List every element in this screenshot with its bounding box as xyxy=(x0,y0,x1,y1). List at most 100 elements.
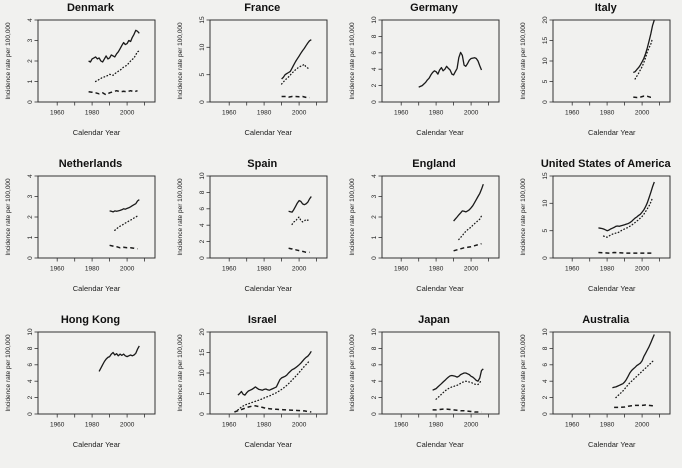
svg-text:5: 5 xyxy=(542,79,549,83)
chart-title: Germany xyxy=(410,2,458,14)
subplot-spain: Spain Incidence rate per 100,000 0 2 4 6 8 10… xyxy=(172,156,344,312)
subplot-netherlands: Netherlands Incidence rate per 100,000 0… xyxy=(0,156,172,312)
svg-text:20: 20 xyxy=(542,16,549,24)
plot-area: 0 2 4 6 8 10 1960 1980 2000 xyxy=(371,16,499,117)
svg-text:1980: 1980 xyxy=(257,266,272,273)
x-axis-label: Calendar Year xyxy=(416,128,464,137)
svg-text:2000: 2000 xyxy=(120,422,135,429)
svg-text:2: 2 xyxy=(371,83,378,87)
svg-text:10: 10 xyxy=(199,369,206,377)
svg-text:2000: 2000 xyxy=(120,266,135,273)
svg-text:0: 0 xyxy=(27,412,34,416)
svg-text:2: 2 xyxy=(542,395,549,399)
svg-text:1980: 1980 xyxy=(257,422,272,429)
svg-text:8: 8 xyxy=(542,346,549,350)
svg-text:2: 2 xyxy=(371,395,378,399)
chart-title: Netherlands xyxy=(58,158,123,170)
svg-text:1: 1 xyxy=(27,79,34,83)
svg-text:5: 5 xyxy=(542,229,549,233)
svg-text:10: 10 xyxy=(199,43,206,51)
svg-text:2000: 2000 xyxy=(635,110,650,117)
chart-title: Denmark xyxy=(66,2,115,14)
x-axis-label: Calendar Year xyxy=(244,128,293,137)
svg-text:8: 8 xyxy=(371,346,378,350)
chart-title: Italy xyxy=(594,2,617,14)
svg-text:2: 2 xyxy=(199,239,206,243)
svg-text:1980: 1980 xyxy=(600,422,615,429)
svg-text:4: 4 xyxy=(542,379,549,383)
svg-text:0: 0 xyxy=(199,100,206,104)
svg-text:1960: 1960 xyxy=(565,422,580,429)
plot-area: 0 5 10 15 1960 1980 2000 xyxy=(542,172,671,273)
page-edge xyxy=(682,0,687,468)
svg-text:1960: 1960 xyxy=(50,422,65,429)
svg-text:3: 3 xyxy=(27,38,34,42)
subplot-france: France Incidence rate per 100,000 0 5 10 15… xyxy=(172,0,344,156)
svg-text:1980: 1980 xyxy=(85,110,100,117)
svg-text:1960: 1960 xyxy=(50,110,65,117)
plot-area: 0 5 10 15 20 1960 1980 2000 xyxy=(199,328,328,429)
svg-text:15: 15 xyxy=(199,349,206,357)
svg-text:1980: 1980 xyxy=(85,266,100,273)
svg-text:0: 0 xyxy=(27,100,34,104)
svg-text:1980: 1980 xyxy=(257,110,272,117)
svg-text:8: 8 xyxy=(199,190,206,194)
plot-area: 0 2 4 6 8 10 1960 1980 2000 xyxy=(199,172,328,273)
svg-text:4: 4 xyxy=(371,174,378,178)
svg-text:4: 4 xyxy=(371,67,378,71)
svg-text:1980: 1980 xyxy=(600,266,615,273)
plot-area: 0 2 4 6 8 10 1960 1980 2000 xyxy=(542,328,671,429)
svg-text:2000: 2000 xyxy=(292,110,307,117)
chart-title: Japan xyxy=(418,314,450,326)
chart-title: Australia xyxy=(582,314,630,326)
svg-text:0: 0 xyxy=(199,256,206,260)
svg-text:5: 5 xyxy=(199,391,206,395)
svg-text:0: 0 xyxy=(199,412,206,416)
svg-text:3: 3 xyxy=(371,194,378,198)
svg-text:1960: 1960 xyxy=(222,422,237,429)
svg-text:2000: 2000 xyxy=(635,266,650,273)
svg-text:0: 0 xyxy=(371,256,378,260)
chart-title: Hong Kong xyxy=(60,314,121,326)
svg-text:1960: 1960 xyxy=(393,422,408,429)
svg-text:15: 15 xyxy=(542,37,549,45)
svg-text:1980: 1980 xyxy=(85,422,100,429)
svg-text:0: 0 xyxy=(371,100,378,104)
svg-text:0: 0 xyxy=(371,412,378,416)
chart-title: France xyxy=(244,2,281,14)
plot-area: 0 2 4 6 8 10 1960 1980 2000 xyxy=(371,328,499,429)
subplot-israel: Israel Incidence rate per 100,000 0 5 10 15… xyxy=(172,312,344,468)
plot-area: 0 1 2 3 4 1960 1980 2000 xyxy=(371,174,499,273)
svg-text:2000: 2000 xyxy=(292,266,307,273)
svg-text:2000: 2000 xyxy=(635,422,650,429)
subplot-japan: Japan Incidence rate per 100,000 0 2 4 6 8 10… xyxy=(344,312,516,468)
x-axis-label: Calendar Year xyxy=(244,284,293,293)
subplot-united-states-of-america: United States of America Incidence rate … xyxy=(515,156,687,312)
svg-text:1960: 1960 xyxy=(50,266,65,273)
svg-text:10: 10 xyxy=(371,16,378,24)
svg-text:3: 3 xyxy=(27,194,34,198)
x-axis-label: Calendar Year xyxy=(72,128,121,137)
svg-text:10: 10 xyxy=(542,199,549,207)
svg-text:1960: 1960 xyxy=(222,266,237,273)
svg-text:1980: 1980 xyxy=(600,110,615,117)
x-axis-label: Calendar Year xyxy=(72,284,121,293)
svg-text:20: 20 xyxy=(199,328,206,336)
svg-text:2000: 2000 xyxy=(463,266,478,273)
svg-text:10: 10 xyxy=(199,172,206,180)
svg-text:2: 2 xyxy=(371,215,378,219)
svg-text:1: 1 xyxy=(27,235,34,239)
svg-text:1960: 1960 xyxy=(393,110,408,117)
svg-text:10: 10 xyxy=(542,328,549,336)
x-axis-label: Calendar Year xyxy=(587,440,636,449)
plot-area: 0 5 10 15 1960 1980 2000 xyxy=(199,16,328,117)
x-axis-label: Calendar Year xyxy=(416,440,464,449)
svg-text:2: 2 xyxy=(27,215,34,219)
svg-text:6: 6 xyxy=(371,363,378,367)
